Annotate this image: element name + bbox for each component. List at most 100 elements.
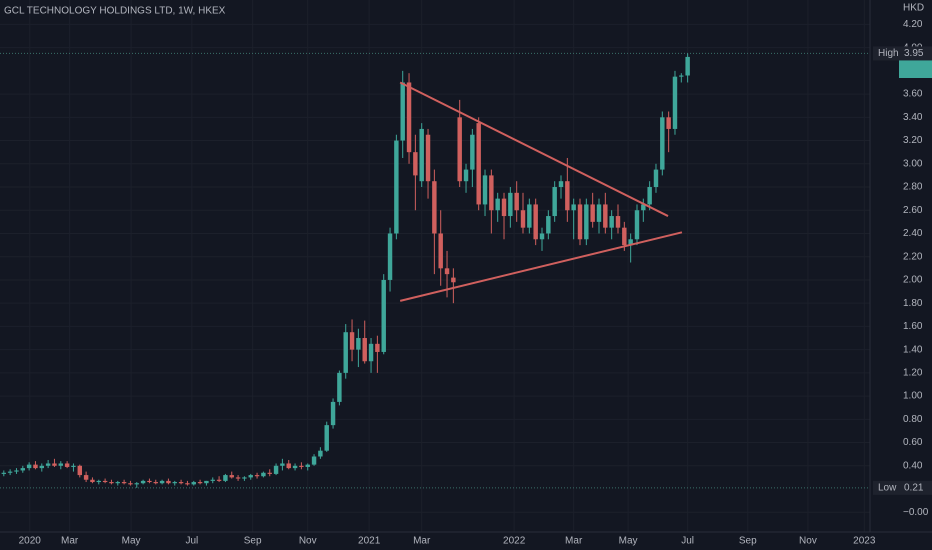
candle-body bbox=[64, 463, 70, 467]
candle-body bbox=[166, 480, 171, 484]
candle-body bbox=[185, 483, 190, 485]
candle-body bbox=[685, 56, 690, 76]
candle-body bbox=[299, 465, 304, 467]
candle-body bbox=[362, 338, 367, 362]
candle-body bbox=[14, 470, 19, 472]
candle-body bbox=[191, 482, 196, 485]
candle-body bbox=[26, 464, 32, 469]
y-tick-label: 2.20 bbox=[903, 251, 923, 262]
marker-tag bbox=[873, 480, 932, 495]
y-tick-label: 3.00 bbox=[903, 158, 923, 169]
candle-body bbox=[134, 483, 139, 485]
candle-body bbox=[223, 475, 228, 481]
y-tick-label: 2.40 bbox=[903, 228, 923, 239]
candle-body bbox=[615, 216, 621, 228]
candle-body bbox=[653, 169, 659, 188]
candle-body bbox=[508, 192, 513, 217]
candle-body bbox=[356, 338, 361, 350]
candle-body bbox=[387, 233, 393, 280]
candle-body bbox=[622, 227, 627, 246]
candle-body bbox=[337, 372, 342, 402]
candle-body bbox=[577, 204, 583, 240]
candle-body bbox=[368, 343, 374, 362]
y-tick-label: 4.20 bbox=[903, 19, 923, 30]
candle-body bbox=[603, 204, 608, 228]
candle-body bbox=[527, 204, 532, 228]
candle-body bbox=[1, 472, 7, 474]
candle-body bbox=[349, 332, 355, 350]
candle-body bbox=[121, 482, 127, 484]
candle-body bbox=[210, 479, 215, 481]
marker-label: Low bbox=[878, 483, 897, 494]
candle-body bbox=[286, 463, 291, 469]
candle-body bbox=[71, 465, 76, 467]
chart-title: GCL TECHNOLOGY HOLDINGS LTD, 1W, HKEX bbox=[4, 6, 226, 17]
candle-body bbox=[197, 482, 203, 484]
candle-body bbox=[565, 181, 570, 211]
y-tick-label: 3.60 bbox=[903, 89, 923, 100]
last-price-tag bbox=[899, 56, 932, 78]
candle-body bbox=[413, 152, 418, 176]
candle-body bbox=[641, 204, 646, 211]
candle-body bbox=[381, 279, 386, 352]
marker-tag bbox=[873, 46, 932, 61]
y-tick-label: 1.40 bbox=[903, 344, 923, 355]
candle-body bbox=[280, 463, 285, 466]
y-tick-label: 0.40 bbox=[903, 460, 923, 471]
candle-body bbox=[267, 472, 272, 474]
candle-body bbox=[115, 482, 120, 484]
candle-body bbox=[248, 475, 253, 478]
candle-body bbox=[20, 468, 26, 471]
y-tick-label: 3.20 bbox=[903, 135, 923, 146]
candle-body bbox=[476, 123, 481, 205]
candle-body bbox=[438, 233, 443, 269]
x-tick-label: 2023 bbox=[853, 536, 876, 547]
x-tick-label: 2021 bbox=[358, 536, 381, 547]
candle-body bbox=[7, 471, 13, 473]
candle-body bbox=[596, 204, 602, 222]
x-tick-label: Mar bbox=[413, 536, 431, 547]
candle-body bbox=[242, 477, 247, 479]
candle-body bbox=[83, 475, 89, 480]
y-tick-label: 2.00 bbox=[903, 275, 923, 286]
candle-body bbox=[128, 483, 133, 485]
candle-body bbox=[444, 268, 450, 275]
y-tick-label: 1.80 bbox=[903, 298, 923, 309]
candle-body bbox=[609, 216, 614, 228]
candle-body bbox=[489, 175, 494, 211]
candle-body bbox=[666, 117, 671, 129]
marker-value: 0.21 bbox=[904, 483, 924, 494]
candle-body bbox=[634, 210, 640, 240]
candle-body bbox=[425, 134, 431, 182]
candle-body bbox=[590, 204, 595, 222]
candle-body bbox=[204, 480, 209, 484]
candle-body bbox=[451, 277, 456, 283]
candle-body bbox=[52, 463, 57, 466]
candle-body bbox=[552, 187, 557, 217]
x-tick-label: Nov bbox=[799, 536, 817, 547]
candle-body bbox=[482, 175, 488, 205]
trendline bbox=[399, 231, 683, 302]
candle-body bbox=[571, 204, 576, 211]
candle-body bbox=[628, 239, 633, 246]
currency-label: HKD bbox=[903, 3, 924, 14]
candle-body bbox=[102, 480, 108, 483]
y-tick-label: 2.80 bbox=[903, 182, 923, 193]
candle-body bbox=[273, 465, 279, 474]
candle-body bbox=[584, 204, 589, 240]
candle-body bbox=[660, 117, 665, 170]
candle-body bbox=[172, 482, 177, 484]
candle-body bbox=[261, 472, 266, 477]
x-tick-label: Sep bbox=[244, 536, 262, 547]
candle-body bbox=[235, 477, 241, 479]
trendline bbox=[399, 81, 669, 217]
x-tick-label: Mar bbox=[61, 536, 79, 547]
candle-body bbox=[159, 480, 165, 484]
x-tick-label: May bbox=[619, 536, 638, 547]
candle-body bbox=[324, 425, 329, 451]
candle-body bbox=[311, 456, 317, 465]
candle-body bbox=[400, 82, 405, 141]
candle-body bbox=[546, 216, 551, 234]
candle-body bbox=[254, 475, 260, 477]
